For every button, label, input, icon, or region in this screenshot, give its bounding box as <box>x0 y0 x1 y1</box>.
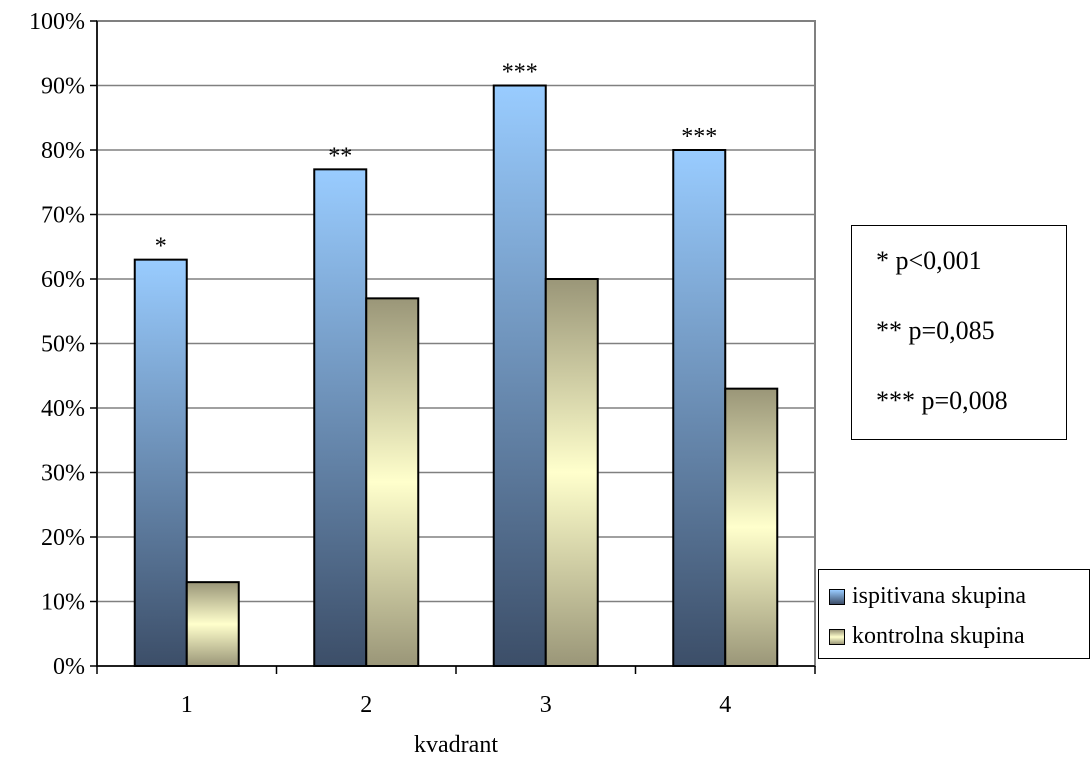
y-tick-label: 100% <box>29 9 85 35</box>
legend-item-ispitivana: ispitivana skupina <box>829 583 1026 610</box>
significance-mark: ** <box>328 143 352 169</box>
y-tick-label: 20% <box>41 525 85 551</box>
axes <box>90 20 816 674</box>
x-tick-label: 4 <box>719 692 731 718</box>
significance-mark: *** <box>681 124 717 150</box>
y-tick-label: 60% <box>41 267 85 293</box>
legend-label-ispitivana: ispitivana skupina <box>852 583 1026 609</box>
bar-kontrolna <box>724 387 779 667</box>
legend-swatch-kontrolna <box>829 628 845 645</box>
y-tick-label: 10% <box>41 590 85 616</box>
bar-kontrolna <box>365 297 420 667</box>
bar-ispitivana <box>492 84 547 667</box>
bar-kontrolna <box>544 278 599 667</box>
significance-mark: * <box>155 234 167 260</box>
significance-mark: *** <box>502 60 538 86</box>
y-tick-label: 90% <box>41 74 85 100</box>
bar-ispitivana <box>672 149 727 667</box>
pvalue-line-2: ** p=0,085 <box>876 316 995 345</box>
x-tick-label: 3 <box>540 692 552 718</box>
bar-ispitivana <box>313 168 368 667</box>
legend: ispitivana skupina kontrolna skupina <box>818 569 1090 659</box>
y-tick-label: 80% <box>41 138 85 164</box>
bar-ispitivana <box>133 258 188 667</box>
y-tick-label: 50% <box>41 332 85 358</box>
bar-kontrolna <box>185 581 240 668</box>
x-tick-label: 2 <box>360 692 372 718</box>
legend-item-kontrolna: kontrolna skupina <box>829 623 1025 650</box>
y-tick-label: 40% <box>41 396 85 422</box>
x-tick-label: 1 <box>181 692 193 718</box>
y-tick-label: 0% <box>53 654 85 680</box>
labels: 0% 10% 20% 30% 40% 50% 60% 70% 80% 90% 100% 1 * 2 ** 3 *… <box>29 9 731 758</box>
pvalue-line-1: * p<0,001 <box>876 246 982 275</box>
legend-swatch-ispitivana <box>829 588 845 605</box>
y-tick-label: 30% <box>41 461 85 487</box>
y-tick-label: 70% <box>41 203 85 229</box>
pvalue-line-3: *** p=0,008 <box>876 386 1008 415</box>
legend-label-kontrolna: kontrolna skupina <box>852 623 1025 649</box>
significance-legend-box: * p<0,001 ** p=0,085 *** p=0,008 <box>851 225 1067 440</box>
x-axis-title: kvadrant <box>414 732 498 758</box>
bars <box>133 84 779 668</box>
